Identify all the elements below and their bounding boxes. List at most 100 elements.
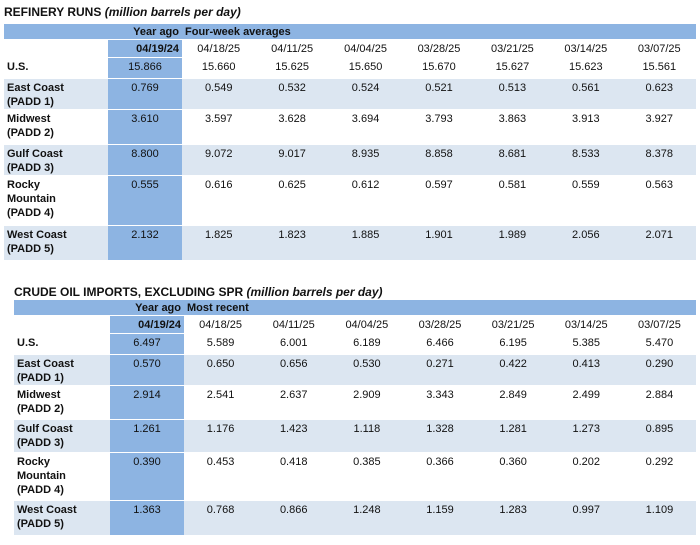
table-row: East Coast (PADD 1) 0.769 0.549 0.532 0.524 0.… <box>4 78 696 110</box>
value-cell: 2.499 <box>549 385 623 420</box>
value-cell: 0.549 <box>182 78 256 110</box>
date-header: 04/04/25 <box>328 39 403 58</box>
refinery-title-text: REFINERY RUNS <box>4 5 102 19</box>
refinery-runs-title: REFINERY RUNS (million barrels per day) <box>4 4 696 20</box>
row-label: U.S. <box>14 333 110 355</box>
header-row-group: Year ago Four-week averages <box>4 24 696 40</box>
row-label: Gulf Coast (PADD 3) <box>14 419 110 453</box>
group-label: Most recent <box>184 300 697 316</box>
date-header: 04/19/24 <box>110 315 184 334</box>
value-cell: 3.793 <box>402 109 476 145</box>
row-label: West Coast (PADD 5) <box>14 500 110 536</box>
value-cell: 0.581 <box>475 175 550 226</box>
table-row: Gulf Coast (PADD 3) 8.800 9.072 9.017 8.935 8.… <box>4 144 696 176</box>
table-row: East Coast (PADD 1) 0.570 0.650 0.656 0.530 0.… <box>14 354 697 386</box>
table-row: Gulf Coast (PADD 3) 1.261 1.176 1.423 1.118 1.… <box>14 419 697 453</box>
value-cell: 1.989 <box>475 225 550 261</box>
row-label-line: East Coast <box>7 82 64 94</box>
row-label: East Coast (PADD 1) <box>4 78 108 110</box>
year-ago-value: 1.261 <box>110 419 184 453</box>
row-label-line: Gulf Coast <box>17 423 73 435</box>
value-cell: 0.385 <box>330 452 404 501</box>
row-label: Midwest (PADD 2) <box>14 385 110 420</box>
row-label-line: U.S. <box>17 337 39 349</box>
value-cell: 0.623 <box>622 78 696 110</box>
value-cell: 0.524 <box>328 78 403 110</box>
value-cell: 3.597 <box>182 109 256 145</box>
value-cell: 2.909 <box>330 385 404 420</box>
refinery-runs-table: Year ago Four-week averages 04/19/24 04/18/… <box>4 24 696 261</box>
year-ago-value: 0.769 <box>108 78 182 110</box>
value-cell: 1.281 <box>476 419 550 453</box>
year-ago-value: 2.914 <box>110 385 184 420</box>
value-cell: 5.470 <box>622 333 697 355</box>
value-cell: 6.001 <box>257 333 331 355</box>
row-label-line: Rocky <box>7 179 41 191</box>
table-row: U.S. 6.497 5.589 6.001 6.189 6.466 6.195 5.385 5… <box>14 333 697 355</box>
date-header: 04/04/25 <box>330 315 404 334</box>
value-cell: 2.056 <box>549 225 623 261</box>
date-header: 03/28/25 <box>402 39 476 58</box>
date-header: 04/11/25 <box>255 39 329 58</box>
header-blank <box>4 39 108 58</box>
value-cell: 8.681 <box>475 144 550 176</box>
row-label: Rocky Mountain (PADD 4) <box>4 175 108 226</box>
value-cell: 0.612 <box>328 175 403 226</box>
value-cell: 9.072 <box>182 144 256 176</box>
date-header: 03/21/25 <box>476 315 550 334</box>
value-cell: 0.422 <box>476 354 550 386</box>
table-row: Midwest (PADD 2) 2.914 2.541 2.637 2.909 3.343… <box>14 385 697 420</box>
row-label: East Coast (PADD 1) <box>14 354 110 386</box>
refinery-runs-section: REFINERY RUNS (million barrels per day) … <box>4 4 696 261</box>
value-cell: 3.694 <box>328 109 403 145</box>
value-cell: 8.378 <box>622 144 696 176</box>
year-ago-label: Year ago <box>108 24 182 40</box>
year-ago-label: Year ago <box>110 300 184 316</box>
value-cell: 1.109 <box>622 500 697 536</box>
year-ago-value: 8.800 <box>108 144 182 176</box>
value-cell: 3.863 <box>475 109 550 145</box>
value-cell: 15.627 <box>475 57 550 79</box>
table-row: West Coast (PADD 5) 2.132 1.825 1.823 1.885 1.… <box>4 225 696 261</box>
value-cell: 0.453 <box>184 452 258 501</box>
value-cell: 0.768 <box>184 500 258 536</box>
value-cell: 0.532 <box>255 78 329 110</box>
date-header: 03/14/25 <box>549 39 623 58</box>
value-cell: 1.825 <box>182 225 256 261</box>
value-cell: 1.901 <box>402 225 476 261</box>
value-cell: 5.589 <box>184 333 258 355</box>
date-header: 04/19/24 <box>108 39 182 58</box>
crude-imports-table: Year ago Most recent 04/19/24 04/18/25 04/11… <box>14 300 697 536</box>
row-label-line: (PADD 1) <box>17 372 64 384</box>
row-label-line: (PADD 3) <box>7 162 54 174</box>
value-cell: 0.563 <box>622 175 696 226</box>
value-cell: 0.625 <box>255 175 329 226</box>
value-cell: 2.849 <box>476 385 550 420</box>
date-header: 04/18/25 <box>184 315 258 334</box>
row-label-line: (PADD 3) <box>17 437 64 449</box>
value-cell: 3.927 <box>622 109 696 145</box>
date-header: 04/18/25 <box>182 39 256 58</box>
value-cell: 1.328 <box>403 419 477 453</box>
date-header: 03/07/25 <box>622 315 697 334</box>
value-cell: 15.625 <box>255 57 329 79</box>
year-ago-value: 6.497 <box>110 333 184 355</box>
date-header: 03/07/25 <box>622 39 696 58</box>
row-label-line: U.S. <box>7 61 29 73</box>
value-cell: 0.513 <box>475 78 550 110</box>
row-label-line: West Coast <box>17 504 77 516</box>
table-row: U.S. 15.866 15.660 15.625 15.650 15.670 15.627… <box>4 57 696 79</box>
row-label-line: Midwest <box>17 389 61 401</box>
value-cell: 8.935 <box>328 144 403 176</box>
table-row: Rocky Mountain (PADD 4) 0.390 0.453 0.418 0.38… <box>14 452 697 501</box>
row-label-line: (PADD 2) <box>7 127 54 139</box>
value-cell: 1.273 <box>549 419 623 453</box>
row-label: West Coast (PADD 5) <box>4 225 108 261</box>
value-cell: 1.423 <box>257 419 331 453</box>
row-label-line: Midwest <box>7 113 51 125</box>
value-cell: 6.189 <box>330 333 404 355</box>
row-label-line: Mountain <box>17 470 66 482</box>
header-blank <box>14 315 110 334</box>
value-cell: 0.530 <box>330 354 404 386</box>
row-label-line: East Coast <box>17 358 74 370</box>
